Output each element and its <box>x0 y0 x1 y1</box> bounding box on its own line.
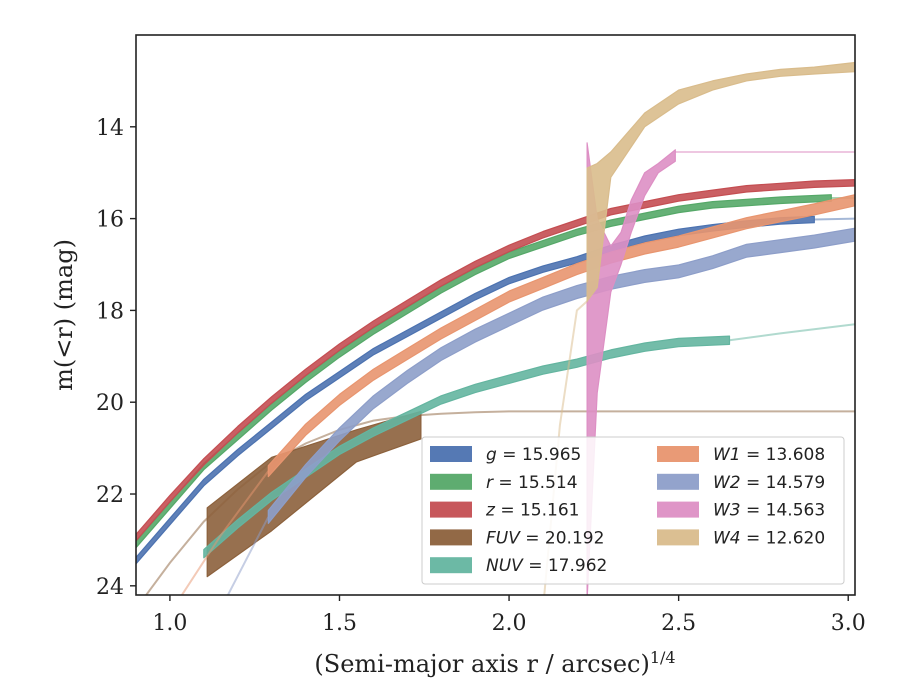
series-w2 <box>226 227 855 595</box>
series-g <box>136 215 855 565</box>
series-w1 <box>180 194 855 595</box>
legend-label-w4: W4 = 12.620 <box>713 528 825 548</box>
legend-swatch-w2 <box>657 473 699 490</box>
series-w1-extension <box>180 470 270 595</box>
series-w2-extension <box>226 516 270 595</box>
legend-label-z: z = 15.161 <box>485 501 579 521</box>
legend-label-r: r = 15.514 <box>486 473 578 493</box>
series-w3 <box>586 142 855 595</box>
plot-frame <box>135 34 856 596</box>
legend-label-w3: W3 = 14.563 <box>713 501 825 521</box>
legend-swatch-z <box>430 501 472 518</box>
legend-label-w1: W1 = 13.608 <box>713 445 825 465</box>
legend-label-fuv: FUV = 20.192 <box>486 528 604 548</box>
legend-swatch-nuv <box>430 557 472 574</box>
x-tick-label: 1.5 <box>322 611 357 636</box>
series-z <box>136 179 855 542</box>
legend-swatch-r <box>430 473 472 490</box>
series-g-extension <box>814 217 855 221</box>
x-axis-label-superscript: 1/4 <box>650 648 676 667</box>
x-tick-label: 2.0 <box>492 611 527 636</box>
legend-swatch-g <box>430 446 472 462</box>
y-tick-label: 16 <box>96 208 124 233</box>
series-w1-band <box>267 194 855 478</box>
x-tick-label: 3.0 <box>831 611 866 636</box>
series-g-band <box>136 215 815 565</box>
legend: g = 15.965 r = 15.514 z = 15.161 FUV = 20.1… <box>421 436 845 585</box>
x-tick-label: 1.0 <box>152 611 187 636</box>
y-tick-label: 18 <box>96 299 124 324</box>
legend-label-nuv: NUV = 17.962 <box>486 556 607 576</box>
series-nuv-band <box>203 335 731 559</box>
legend-swatch-w1 <box>657 446 699 462</box>
x-tick-label: 2.5 <box>661 611 696 636</box>
y-tick-label: 22 <box>96 483 124 508</box>
series-fuv <box>144 410 855 595</box>
legend-label-w2: W2 = 14.579 <box>713 473 825 493</box>
legend-label-g: g = 15.965 <box>486 445 581 465</box>
series-w3-band <box>586 142 676 595</box>
series-nuv-extension <box>729 323 855 342</box>
ticks-layer: 1.0 1.5 2.0 2.5 3.0 14 16 18 20 22 24 <box>96 116 866 636</box>
y-tick-label: 24 <box>96 575 124 600</box>
series-w2-band <box>267 227 855 524</box>
y-axis-label: m(<r) (mag) <box>50 239 78 391</box>
legend-swatch-w3 <box>657 501 699 518</box>
series-z-band <box>136 179 855 542</box>
legend-swatch-w4 <box>657 529 699 546</box>
series-nuv <box>203 323 855 559</box>
series-fuv-band <box>206 410 422 578</box>
legend-frame <box>421 436 845 585</box>
series-layer <box>136 61 855 595</box>
y-tick-label: 20 <box>96 391 124 416</box>
legend-swatch-fuv <box>430 529 472 546</box>
x-axis-label: (Semi-major axis r / arcsec)1/4 <box>314 648 675 679</box>
series-w4-band <box>586 61 855 302</box>
y-tick-label: 14 <box>96 116 124 141</box>
